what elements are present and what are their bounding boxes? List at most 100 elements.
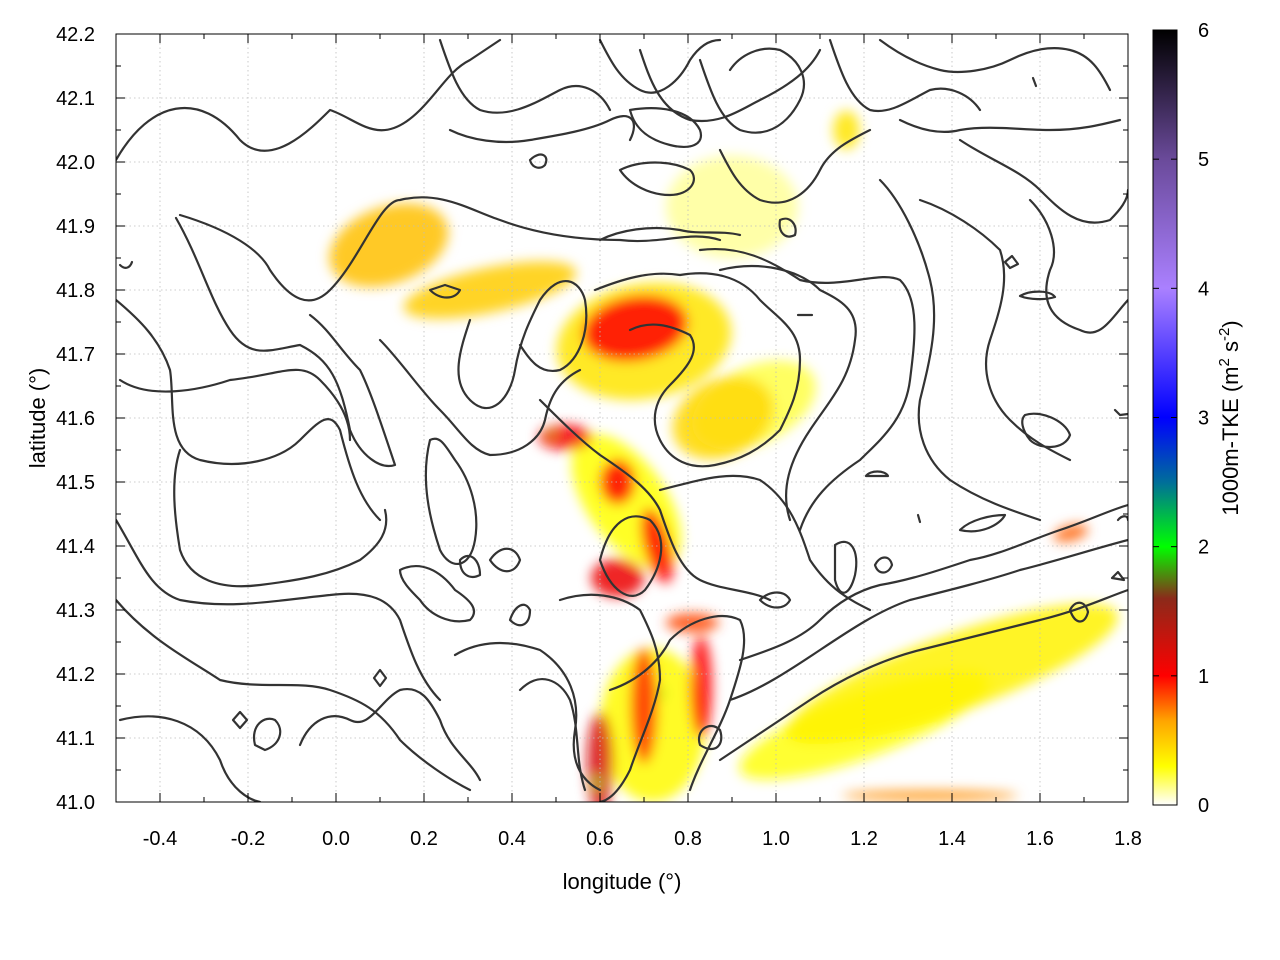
contour-line [438, 38, 612, 114]
contour-line [738, 503, 1128, 662]
colorbar-tick-label: 0 [1198, 795, 1209, 817]
contour-line [424, 437, 478, 566]
tke-south-streak-3 [690, 635, 713, 738]
y-axis: 41.0 41.1 41.2 41.3 41.4 41.5 41.6 41.7 41.8 41.9… [56, 24, 1128, 814]
contour-line [458, 554, 482, 578]
x-tick-label: 0.0 [322, 828, 350, 850]
contour-line [398, 565, 476, 623]
contour-line [378, 338, 582, 457]
x-tick-label: -0.2 [231, 828, 265, 850]
tke-east-lobe [672, 376, 774, 460]
contour-line [618, 161, 695, 197]
tke-northwest-plume [329, 203, 449, 287]
x-tick-label: 1.6 [1026, 828, 1054, 850]
x-tick-label: 1.4 [938, 828, 966, 850]
contour-line [118, 368, 352, 442]
contour-line [958, 513, 1007, 533]
contour-line [608, 615, 746, 792]
tke-south-streak-1 [586, 712, 614, 802]
contour-line [457, 279, 588, 410]
contour-line [116, 298, 382, 522]
contour-line [178, 196, 722, 302]
contour-line [1003, 254, 1020, 270]
tke-bottom-edge-line [842, 790, 1018, 801]
contour-line [118, 260, 134, 269]
contour-line [1021, 412, 1072, 448]
contour-line [658, 474, 872, 612]
contour-line [598, 226, 742, 242]
contour-line [628, 107, 703, 148]
contour-line [116, 518, 442, 702]
contour-line [298, 687, 482, 782]
contour-line [174, 216, 397, 468]
x-tick-label: 0.8 [674, 828, 702, 850]
contour-line [873, 556, 894, 574]
y-tick-label: 41.8 [56, 280, 95, 302]
contour-line [453, 642, 602, 792]
colorbar-title: 1000m-TKE (m2 s-2) [1216, 320, 1243, 515]
tke-cluster-41-35 [591, 558, 644, 598]
y-tick-label: 41.1 [56, 728, 95, 750]
x-tick-label: -0.4 [143, 828, 177, 850]
contour-line [718, 264, 857, 522]
x-tick-label: 0.4 [498, 828, 526, 850]
y-tick-label: 41.9 [56, 216, 95, 238]
contour-line [898, 118, 1122, 134]
contour-line [231, 710, 249, 730]
y-tick-label: 41.2 [56, 664, 95, 686]
y-axis-title: latitude (°) [25, 368, 50, 469]
contour-line [1068, 601, 1090, 623]
contour-line [758, 591, 792, 609]
contour-line [518, 678, 587, 792]
contour-line [508, 603, 532, 627]
contour-line [528, 153, 548, 169]
colorbar-ticks: 0 1 2 3 4 5 6 [1153, 20, 1209, 817]
x-tick-label: 1.8 [1114, 828, 1142, 850]
contour-line [252, 717, 282, 752]
contour-line [697, 724, 723, 751]
contour-line [593, 272, 802, 468]
y-tick-label: 41.4 [56, 536, 95, 558]
contour-line [878, 178, 1042, 522]
tke-diagonal-band-1 [538, 424, 592, 451]
x-tick-label: 1.2 [850, 828, 878, 850]
y-tick-label: 41.6 [56, 408, 95, 430]
y-tick-label: 42.0 [56, 152, 95, 174]
x-axis: -0.4 -0.2 0.0 0.2 0.4 0.6 0.8 1.0 1.2 1.4 1.6 1.8 [115, 34, 1142, 850]
contour-line [698, 248, 916, 532]
contour-line [916, 513, 922, 524]
x-tick-label: 1.0 [762, 828, 790, 850]
contour-line [116, 38, 502, 162]
y-tick-label: 42.2 [56, 24, 95, 46]
colorbar: 0 1 2 3 4 5 6 1000m-TKE (m2 s-2) [1152, 20, 1243, 817]
colorbar-tick-label: 3 [1198, 408, 1209, 430]
colorbar-tick-label: 6 [1198, 20, 1209, 42]
contour-line [698, 47, 805, 134]
contour-line [958, 138, 1128, 224]
contour-line [558, 593, 662, 802]
contour-line [448, 115, 635, 144]
terrain-contours [116, 38, 1128, 802]
contour-line [372, 668, 388, 688]
contour-line [118, 715, 262, 802]
contour-line [1110, 570, 1126, 582]
contour-line [428, 283, 462, 299]
tke-diagonal-band-2 [600, 459, 636, 505]
x-tick-label: 0.6 [586, 828, 614, 850]
x-tick-label: 0.2 [410, 828, 438, 850]
colorbar-tick-label: 5 [1198, 149, 1209, 171]
grid-layer [116, 34, 1128, 802]
contour-line [1031, 76, 1038, 88]
contour-line [1028, 198, 1128, 334]
contour-line [116, 598, 472, 792]
contour-line [718, 588, 1128, 762]
contour-line [828, 38, 982, 113]
contour-line [598, 515, 663, 597]
colorbar-tick-label: 1 [1198, 666, 1209, 688]
tke-green-max-2 [549, 430, 554, 438]
y-tick-label: 41.3 [56, 600, 95, 622]
colorbar-tick-label: 4 [1198, 278, 1209, 300]
contour-line [778, 217, 797, 238]
contour-line [864, 470, 890, 478]
